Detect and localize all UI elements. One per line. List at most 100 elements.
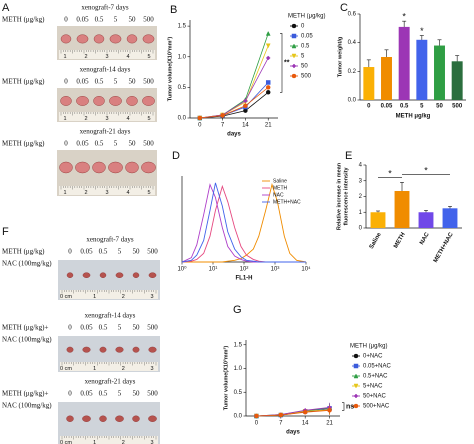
- y-tick-label: 0.6: [348, 12, 357, 18]
- marker: [265, 85, 271, 90]
- tumor: [82, 272, 91, 278]
- dose: 50: [129, 140, 137, 148]
- ruler: [60, 290, 158, 299]
- legend-label: Saline: [273, 178, 287, 184]
- tumor: [132, 346, 140, 353]
- series-line: [199, 57, 269, 119]
- tumor: [126, 34, 138, 44]
- tumor: [60, 34, 72, 44]
- x-axis-label: METH μg/kg: [396, 114, 431, 120]
- ruler-label: 5: [147, 190, 150, 196]
- legend-marker: [353, 363, 359, 369]
- tumor: [109, 34, 122, 44]
- dose: 0: [68, 248, 72, 256]
- x-tick-label: 0: [255, 421, 259, 427]
- tumor: [82, 415, 91, 422]
- dose: 0.5: [99, 390, 108, 398]
- dose-label: METH (μg/kg): [2, 140, 45, 148]
- dose: 0.05: [76, 16, 89, 24]
- ruler-label: 0 cm: [60, 294, 72, 300]
- panel-label: D: [172, 150, 180, 162]
- tumor: [115, 415, 124, 422]
- x-tick-label: 0: [367, 104, 371, 110]
- section-title: xenograft-7 days: [81, 4, 129, 12]
- tumor: [60, 96, 72, 106]
- marker: [265, 90, 271, 95]
- dose: 50: [133, 248, 141, 256]
- ruler-label: 5: [147, 54, 150, 60]
- dose: 0.05: [80, 324, 93, 332]
- x-tick-label: Saline: [369, 231, 383, 250]
- y-tick-label: 0.5: [178, 85, 187, 91]
- x-tick-label: 14: [302, 421, 309, 427]
- tumor: [132, 272, 140, 278]
- legend-label: 0.05: [301, 34, 313, 40]
- y-axis-label: fluorescence intensity: [343, 167, 349, 226]
- x-tick-label: METH: [393, 232, 407, 250]
- y-tick-label: 0.0: [178, 116, 187, 122]
- dose: 0: [68, 390, 72, 398]
- dose: 50: [133, 324, 141, 332]
- tumor: [59, 161, 73, 174]
- section-title: xenograft-21 days: [80, 128, 131, 136]
- tumor: [109, 96, 122, 106]
- series-line: [182, 182, 307, 263]
- tumor: [125, 161, 139, 174]
- bar: [370, 212, 386, 228]
- tumor: [76, 96, 89, 106]
- bar: [381, 57, 392, 100]
- tumor: [99, 346, 107, 353]
- tumor: [148, 272, 157, 278]
- series-line: [199, 33, 269, 119]
- legend-label: 50+NAC: [363, 394, 387, 400]
- bar: [416, 39, 428, 100]
- tumor: [93, 34, 105, 44]
- x-tick-label: 7: [279, 421, 283, 427]
- nac-label: NAC (100mg/kg): [2, 336, 52, 344]
- legend-label: 0.5+NAC: [363, 374, 388, 380]
- legend-marker: [353, 383, 359, 389]
- x-tick-label: 7: [221, 123, 225, 129]
- y-tick-label: 0.0: [234, 414, 243, 420]
- dose: 0.5: [95, 16, 104, 24]
- marker: [243, 103, 248, 108]
- bar: [394, 190, 410, 228]
- tumor: [142, 34, 155, 44]
- dose: 0.5: [95, 78, 104, 86]
- panel-label: E: [345, 150, 352, 162]
- ruler-label: 2: [84, 54, 87, 60]
- significance-label: *: [420, 26, 424, 36]
- x-tick-label: METH+NAC: [433, 231, 455, 264]
- y-axis-label: Tumor volume(X10³mm³): [222, 346, 229, 411]
- ruler-label: 3: [150, 294, 153, 300]
- significance-label: *: [424, 166, 428, 176]
- x-tick-label: 21: [265, 123, 272, 129]
- dose: 0.05: [80, 390, 93, 398]
- marker: [265, 80, 271, 85]
- marker: [265, 55, 271, 61]
- marker: [220, 113, 225, 118]
- dose-label: METH (μg/kg)+: [2, 390, 48, 398]
- tumor: [141, 161, 156, 174]
- ruler-label: 1: [63, 116, 66, 122]
- dose: 5: [118, 390, 122, 398]
- ruler-label: 1: [63, 190, 66, 196]
- x-tick-label: 10⁴: [301, 266, 311, 273]
- y-tick-label: 0: [359, 226, 363, 232]
- ruler-label: 0 cm: [60, 440, 72, 444]
- x-tick-label: 50: [436, 104, 443, 110]
- tumor: [66, 346, 74, 353]
- bar: [398, 26, 410, 100]
- marker: [278, 412, 284, 418]
- nac-label: NAC (100mg/kg): [2, 260, 52, 268]
- x-tick-label: NAC: [419, 231, 431, 246]
- tumor: [115, 272, 124, 278]
- significance-bracket: [342, 402, 345, 411]
- dose: 5: [118, 248, 122, 256]
- dose: 50: [129, 16, 137, 24]
- x-axis-label: days: [286, 430, 300, 436]
- nac-label: NAC (100mg/kg): [2, 402, 52, 410]
- ruler: [59, 112, 155, 121]
- panel-label: G: [233, 304, 242, 316]
